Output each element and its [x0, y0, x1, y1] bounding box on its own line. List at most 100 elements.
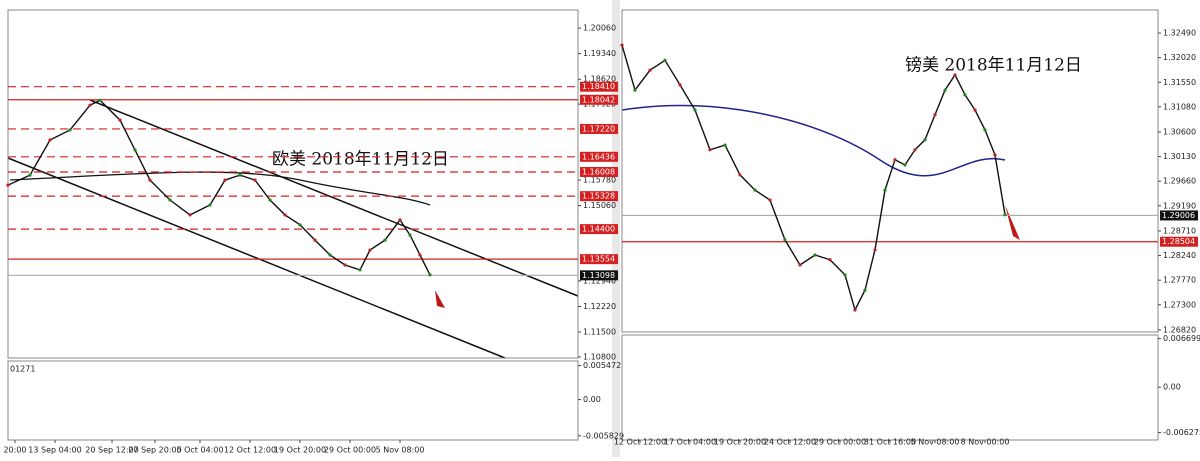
y-tick-label: 1.32490 — [1163, 29, 1196, 38]
price-point — [893, 158, 897, 162]
price-point — [813, 253, 817, 257]
price-point — [118, 118, 122, 122]
price-line — [621, 44, 1006, 312]
y-tick-label: 1.26820 — [1163, 325, 1196, 334]
y-tick-label: 1.29660 — [1163, 177, 1196, 186]
price-point — [738, 173, 742, 177]
x-tick-label: 20 Sep 12:00 — [85, 446, 138, 455]
price-point — [620, 43, 624, 47]
price-point — [828, 258, 832, 262]
y-tick-label: 1.27300 — [1163, 300, 1196, 309]
level-label: 1.18042 — [582, 95, 615, 104]
level-tag — [580, 94, 618, 105]
level-tag — [580, 191, 618, 202]
osc-tick-label: 0.005472 — [583, 361, 621, 370]
price-point — [343, 263, 347, 267]
level-tag — [580, 224, 618, 235]
y-tick-label: 1.11500 — [583, 328, 616, 337]
osc-tick-label: 0.00 — [1163, 383, 1181, 392]
x-tick-label: 31 Oct 16:00 — [864, 438, 916, 447]
x-tick-label: 5 Nov 08:00 — [911, 438, 960, 447]
level-tag — [1160, 210, 1198, 221]
x-tick-label: 19 Oct 20:00 — [274, 446, 326, 455]
level-label: 1.18410 — [582, 82, 615, 91]
y-tick-label: 1.31080 — [1163, 102, 1196, 111]
osc-tick-label: -0.005829 — [583, 431, 624, 440]
trend-line — [7, 157, 506, 359]
level-tag — [580, 81, 618, 92]
level-tag — [1160, 236, 1198, 247]
price-point — [223, 178, 227, 182]
price-point — [903, 163, 907, 167]
price-point — [283, 213, 287, 217]
level-label: 1.28504 — [1162, 237, 1195, 246]
price-point — [28, 173, 32, 177]
x-tick-label: 13 Sep 04:00 — [28, 446, 81, 455]
price-point — [48, 138, 52, 142]
x-tick-label: 29 Oct 00:00 — [814, 438, 866, 447]
price-point — [843, 273, 847, 277]
x-tick-label: 29 Oct 00:00 — [324, 446, 376, 455]
price-point — [943, 88, 947, 92]
level-label: 1.13554 — [582, 255, 615, 264]
price-point — [633, 88, 637, 92]
price-point — [188, 213, 192, 217]
y-tick-label: 1.32020 — [1163, 53, 1196, 62]
x-tick-label: 19 Oct 20:00 — [714, 438, 766, 447]
price-panel — [621, 9, 1159, 333]
x-tick-label: 24 Oct 12:00 — [764, 438, 816, 447]
x-tick-label: 12 Oct 12:00 — [614, 438, 666, 447]
price-point — [98, 98, 102, 102]
level-tag — [580, 123, 618, 134]
y-tick-label: 1.15060 — [583, 201, 616, 210]
price-point — [313, 238, 317, 242]
price-point — [873, 248, 877, 252]
price-point — [148, 178, 152, 182]
x-tick-label: 12 Oct 12:00 — [224, 446, 276, 455]
annotation: 欧美 2018年11月12日 — [272, 150, 449, 170]
level-tag — [580, 270, 618, 281]
annotation: 镑美 2018年11月12日 — [905, 56, 1082, 76]
price-point — [973, 108, 977, 112]
osc-tick-label: -0.006275 — [1163, 428, 1200, 437]
level-tag — [580, 151, 618, 162]
price-line — [7, 99, 431, 276]
osc-tick-label: 0.006699 — [1163, 334, 1200, 343]
osc-label: 01271 — [10, 365, 35, 374]
level-label: 1.15328 — [582, 192, 615, 201]
price-point — [418, 253, 422, 257]
price-point — [983, 128, 987, 132]
price-point — [648, 68, 652, 72]
price-point — [88, 103, 92, 107]
price-point — [238, 173, 242, 177]
price-point — [133, 148, 137, 152]
price-point — [358, 268, 362, 272]
y-tick-label: 1.15780 — [583, 176, 616, 185]
price-point — [693, 108, 697, 112]
y-tick-label: 1.30130 — [1163, 152, 1196, 161]
price-point — [298, 223, 302, 227]
price-point — [913, 148, 917, 152]
price-point — [768, 198, 772, 202]
y-tick-label: 1.28240 — [1163, 251, 1196, 260]
price-point — [708, 148, 712, 152]
price-point — [923, 138, 927, 142]
price-point — [953, 73, 957, 77]
price-point — [963, 93, 967, 97]
x-tick-label: 8 Nov 00:00 — [961, 438, 1010, 447]
level-label: 1.16008 — [582, 167, 615, 176]
price-point — [368, 248, 372, 252]
oscillator-panel — [7, 360, 579, 441]
y-tick-label: 1.30600 — [1163, 127, 1196, 136]
price-point — [783, 238, 787, 242]
x-tick-label: 17 Oct 04:00 — [664, 438, 716, 447]
y-tick-label: 1.19340 — [583, 49, 616, 58]
price-point — [408, 233, 412, 237]
down-arrow — [1005, 205, 1020, 240]
level-label: 1.17220 — [582, 124, 615, 133]
price-point — [253, 178, 257, 182]
price-point — [428, 273, 432, 277]
price-point — [6, 183, 10, 187]
price-point — [398, 218, 402, 222]
